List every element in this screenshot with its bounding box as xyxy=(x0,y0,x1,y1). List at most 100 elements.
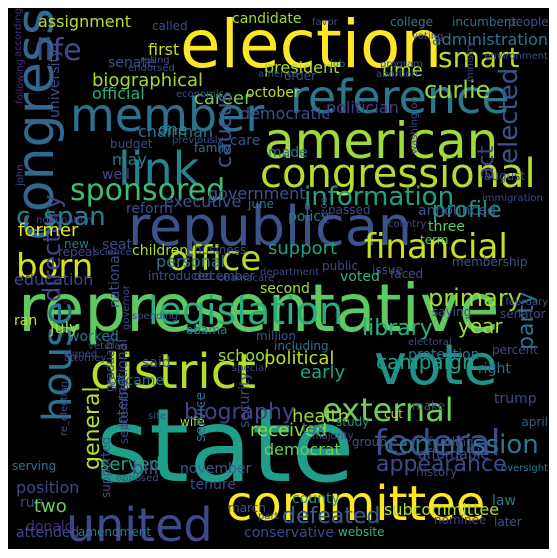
word-june: june xyxy=(248,197,274,211)
word-financial: financial xyxy=(364,227,508,267)
word-law: law xyxy=(492,493,516,509)
word-early: early xyxy=(300,362,346,383)
word-percent: percent xyxy=(492,343,538,357)
word-c-span: c_span xyxy=(16,202,106,232)
word-bill: bill xyxy=(132,458,159,479)
word-subcommittee: subcommittee xyxy=(384,500,500,519)
word-education: education xyxy=(14,270,94,289)
word-american: american xyxy=(264,112,499,170)
word-budget: budget xyxy=(110,137,153,151)
word-business: business xyxy=(194,243,247,257)
word-curlie: curlie xyxy=(424,76,491,104)
word-year: year xyxy=(458,314,503,338)
word-endorsed: endorsed xyxy=(128,63,175,74)
word-amendment: amendment xyxy=(78,525,152,539)
word-career: career xyxy=(194,88,252,109)
word-primary: primary xyxy=(428,284,522,312)
word-march: march xyxy=(228,501,266,515)
word-new: new xyxy=(64,237,89,251)
word-december: december xyxy=(194,269,255,283)
word-family: family xyxy=(194,141,232,155)
word-library: library xyxy=(362,316,433,341)
word-affordable: affordable xyxy=(418,447,490,463)
word-april: april xyxy=(521,415,548,429)
word-first: first xyxy=(148,40,180,59)
word-reference: reference xyxy=(290,70,510,124)
word-health: health xyxy=(292,406,349,427)
word-group: group xyxy=(352,435,387,449)
word-national: national xyxy=(107,251,123,308)
word-make: make xyxy=(412,399,445,413)
word-democrat: democrat xyxy=(264,440,341,459)
word-announced: announced xyxy=(418,203,496,219)
word-administration: administration xyxy=(431,30,548,49)
word-including: including xyxy=(274,339,329,353)
word-united: united xyxy=(66,498,213,549)
word-former: former xyxy=(18,220,79,241)
word-july: july xyxy=(50,318,79,337)
word-attorney: attorney xyxy=(64,353,107,364)
word-oversight: oversight xyxy=(501,463,548,474)
word-tenure: tenure xyxy=(190,477,236,493)
word-electoral: electoral xyxy=(408,337,452,348)
word-link: link xyxy=(118,142,200,196)
word-according: according xyxy=(13,8,24,57)
word-became: became xyxy=(108,373,165,389)
word-governor: governor xyxy=(121,284,132,330)
word-may: may xyxy=(112,150,147,169)
word-veteran: veteran xyxy=(88,341,127,352)
word-cut: cut xyxy=(384,407,403,421)
word-abortion: abortion xyxy=(376,69,418,80)
word-nomination: nomination xyxy=(36,215,93,226)
word-piece: piece xyxy=(319,197,330,224)
word-biographical: biographical xyxy=(92,70,204,91)
word-issue: issue xyxy=(372,263,403,277)
word-school: school xyxy=(218,346,270,365)
word-representative: representative xyxy=(18,270,500,347)
word-vote: vote xyxy=(374,333,498,398)
word-defeated: defeated xyxy=(282,504,381,529)
word-america: america xyxy=(258,69,299,80)
word-following: following xyxy=(15,59,26,104)
word-democratic: democratic xyxy=(240,104,331,123)
word-received: received xyxy=(250,420,328,441)
word-commission: commission xyxy=(384,430,539,460)
word-support: support xyxy=(268,238,338,259)
word-economic: economic xyxy=(176,89,225,100)
word-special: special xyxy=(232,363,267,374)
word-department: department xyxy=(260,267,320,278)
word-born: born xyxy=(16,247,94,287)
word-president: president xyxy=(264,58,340,77)
word-serving: serving xyxy=(12,459,57,473)
word-served: served xyxy=(100,454,162,475)
word-congressional: congressional xyxy=(260,151,536,197)
word-committee: committee xyxy=(226,476,486,532)
word-personal: personal xyxy=(156,252,226,271)
word-ministry: ministry xyxy=(465,41,476,82)
word-history: history xyxy=(416,465,458,479)
word-state: state xyxy=(96,387,355,506)
word-reform: reform xyxy=(126,201,173,217)
word-part: part xyxy=(258,511,279,522)
word-college: college xyxy=(390,15,433,29)
word-worked: worked xyxy=(68,329,119,345)
word-people: people xyxy=(508,15,549,29)
word-job: job xyxy=(330,59,346,70)
word-time: time xyxy=(382,60,423,81)
word-official: official xyxy=(92,84,145,103)
word-john: john xyxy=(15,164,26,186)
word-office: office xyxy=(168,239,262,279)
word-candidate: candidate xyxy=(232,11,302,27)
word-previously: previously xyxy=(172,135,224,146)
word-external: external xyxy=(322,391,454,429)
word-senate: senate xyxy=(108,55,156,71)
word-smart: smart xyxy=(438,41,520,74)
word-country: country xyxy=(388,219,427,230)
word-february: february xyxy=(505,297,548,308)
word-obama: obama xyxy=(186,323,228,337)
word-september: september xyxy=(117,379,131,444)
word-science: science xyxy=(94,247,132,258)
word-million: million xyxy=(256,329,296,343)
word-called: called xyxy=(152,19,188,33)
